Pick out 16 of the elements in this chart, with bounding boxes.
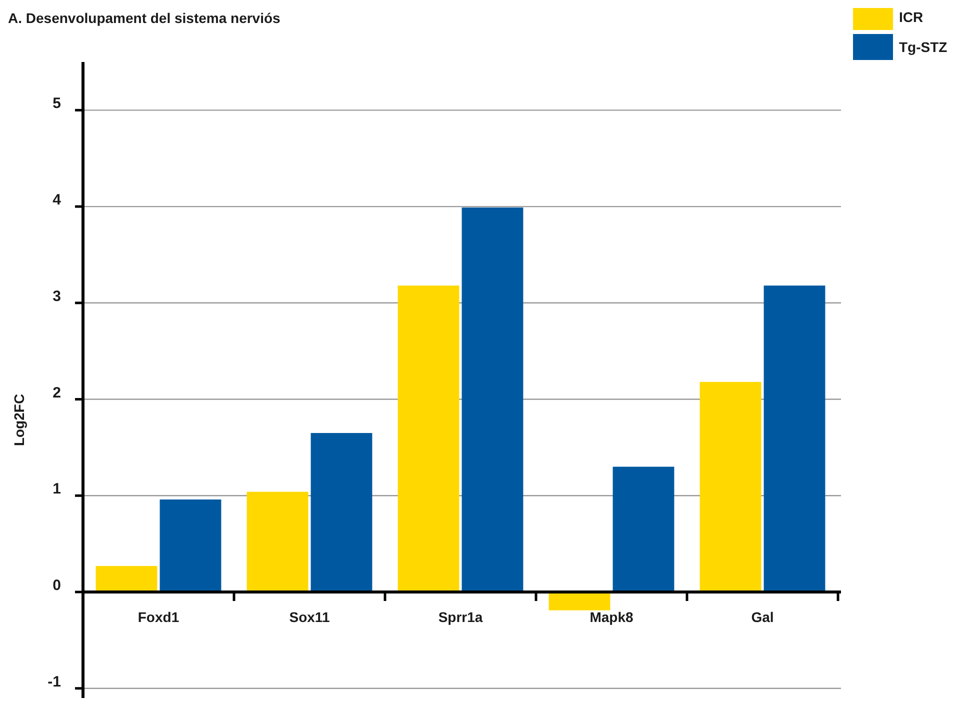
- x-tick-label: Mapk8: [590, 609, 634, 625]
- y-tick-label: 2: [52, 384, 61, 402]
- x-tick-label: Sox11: [289, 609, 330, 625]
- y-tick-label: 3: [52, 288, 61, 305]
- x-tick-label: Sprr1a: [438, 609, 483, 625]
- y-tick-label: 0: [52, 577, 61, 594]
- y-tick-label: 5: [52, 95, 61, 112]
- x-tick-label: Gal: [751, 609, 774, 625]
- y-tick-label: -1: [48, 673, 61, 690]
- chart-title: A. Desenvolupament del sistema nerviós: [8, 10, 281, 26]
- legend-label: Tg-STZ: [899, 39, 948, 55]
- x-tick-label: Foxd1: [138, 609, 180, 625]
- y-axis-title: Log2FC: [11, 394, 27, 446]
- y-tick-label: 4: [52, 192, 62, 209]
- y-tick-label: 1: [52, 480, 61, 498]
- legend-label: ICR: [899, 9, 924, 25]
